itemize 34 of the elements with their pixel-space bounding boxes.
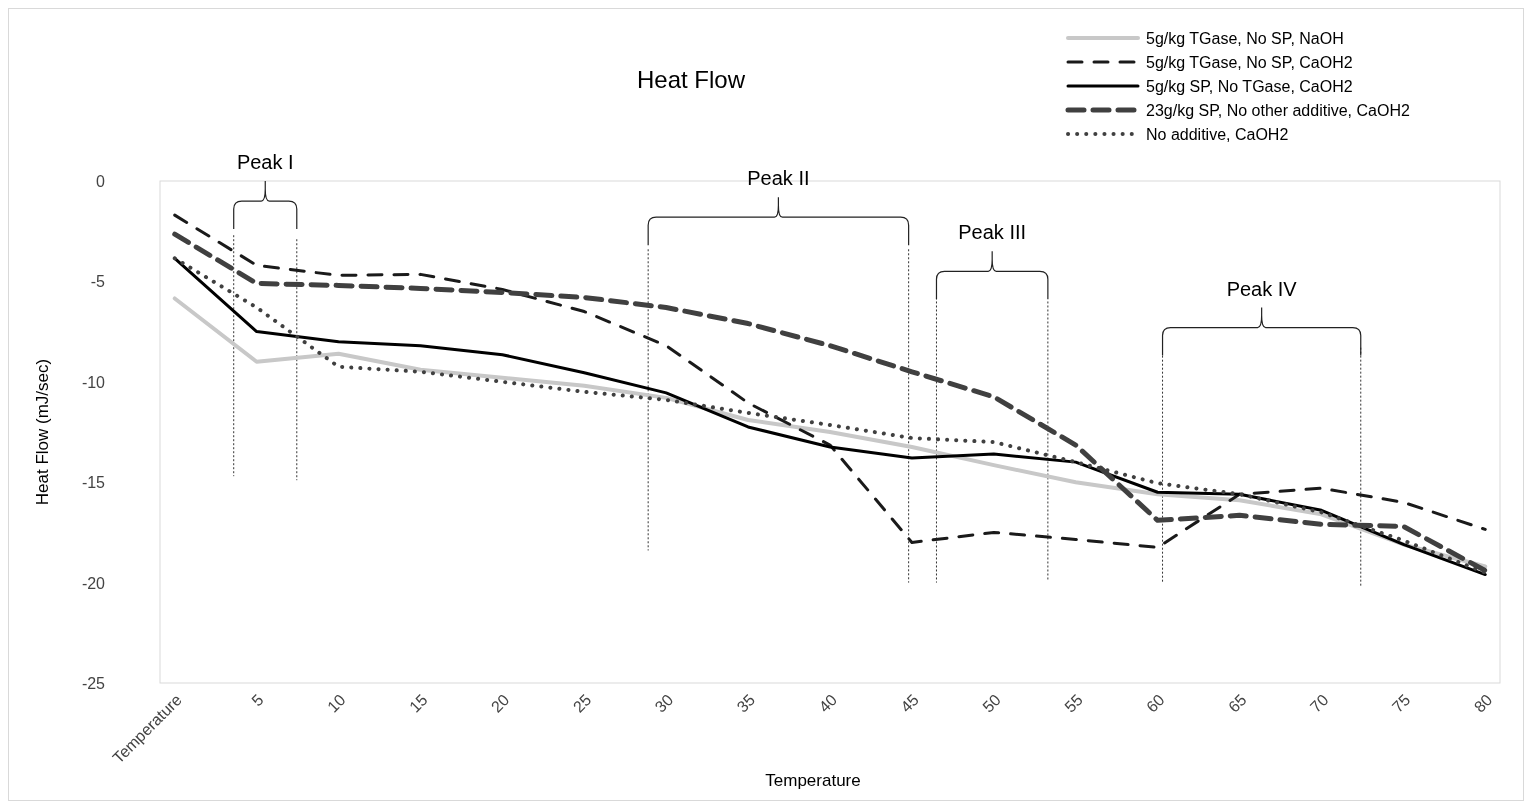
y-axis-title: Heat Flow (mJ/sec) xyxy=(33,358,52,506)
x-tick-label: 20 xyxy=(487,691,513,716)
x-tick-label: 75 xyxy=(1388,691,1414,716)
x-tick-label: 60 xyxy=(1143,691,1168,716)
x-tick-label: 80 xyxy=(1470,691,1496,716)
x-tick-label: 70 xyxy=(1306,691,1332,716)
ref-line-label: Peak IV xyxy=(1226,277,1298,300)
x-tick-label: 35 xyxy=(733,691,759,716)
y-tick-label: -15 xyxy=(81,474,106,492)
x-tick-label: 30 xyxy=(651,691,677,716)
y-tick-label: -20 xyxy=(81,574,106,592)
x-tick-label: 25 xyxy=(569,691,595,716)
legend-label: 5g/kg TGase, No SP, CaOH2 xyxy=(1146,54,1353,71)
y-tick-label: -10 xyxy=(81,373,106,391)
legend-label: 5g/kg SP, No TGase, CaOH2 xyxy=(1146,78,1353,95)
x-tick-label: 50 xyxy=(979,691,1005,716)
x-tick-label: 45 xyxy=(897,691,923,716)
y-tick-label: -5 xyxy=(90,273,106,291)
x-axis-title: Temperature xyxy=(765,771,861,790)
x-tick-label: 40 xyxy=(815,691,841,716)
ref-line-label: Peak III xyxy=(958,221,1027,244)
x-tick-label: 10 xyxy=(324,691,349,716)
x-tick-label: 55 xyxy=(1061,691,1086,716)
legend-label: No additive, CaOH2 xyxy=(1146,126,1289,143)
y-tick-label: 0 xyxy=(96,173,106,190)
legend-label: 23g/kg SP, No other additive, CaOH2 xyxy=(1146,102,1410,119)
legend-label: 5g/kg TGase, No SP, NaOH xyxy=(1146,30,1344,47)
y-tick-label: -25 xyxy=(81,675,106,692)
chart-title: Heat Flow xyxy=(636,66,746,93)
x-tick-label: 65 xyxy=(1225,691,1250,716)
ref-line-label: Peak II xyxy=(747,167,810,190)
x-tick-label: 15 xyxy=(405,691,431,716)
x-tick-label: 5 xyxy=(248,691,267,710)
ref-line-label: Peak I xyxy=(236,151,294,174)
